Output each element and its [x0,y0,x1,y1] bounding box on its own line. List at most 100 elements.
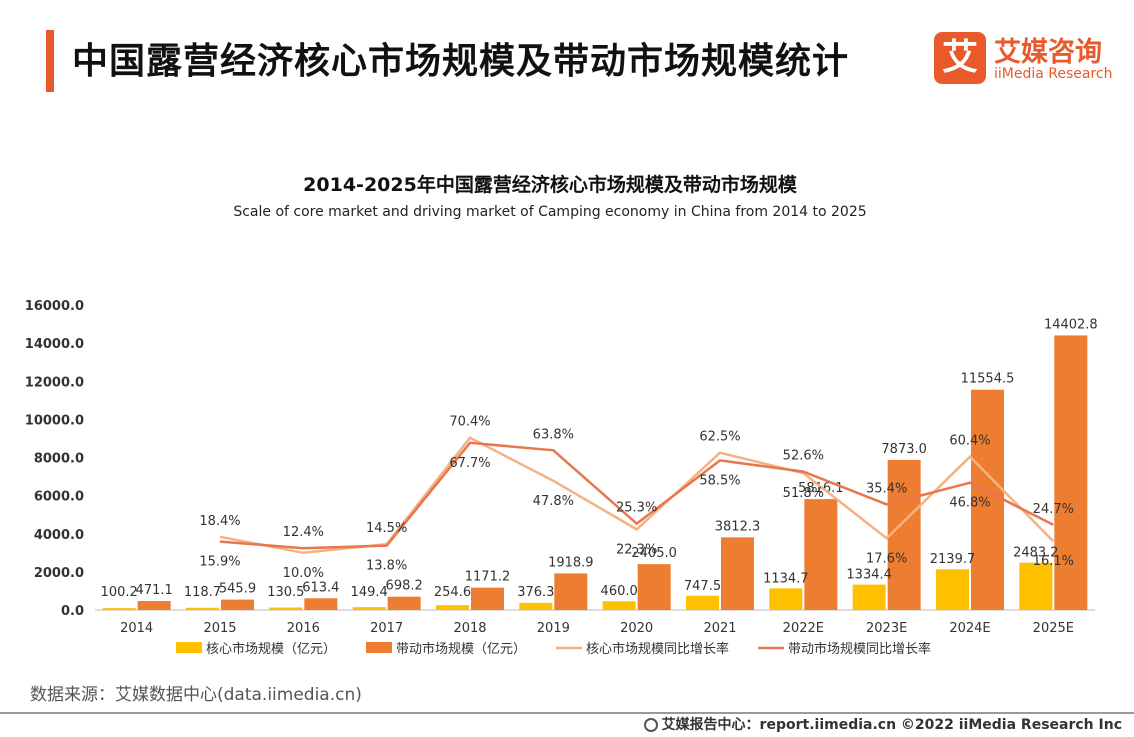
bar-driving-value-label: 11554.5 [961,372,1015,387]
bar-driving [221,599,254,610]
bar-core-value-label: 149.4 [351,585,388,600]
y-tick-label: 16000.0 [25,299,84,314]
growth-rate-label: 35.4% [866,481,907,496]
bar-core [852,584,886,610]
bar-driving-value-label: 1918.9 [548,555,594,570]
bar-driving-value-label: 613.4 [302,580,339,595]
growth-rate-label: 17.6% [866,551,907,566]
chart-subtitle: Scale of core market and driving market … [233,204,867,220]
x-tick-label: 2015 [203,621,236,636]
x-tick-label: 2016 [287,621,320,636]
growth-rate-label: 13.8% [366,559,407,574]
x-tick-label: 2020 [620,621,653,636]
bar-core-value-label: 2139.7 [930,552,976,567]
x-tick-label: 2025E [1033,621,1074,636]
bar-core-value-label: 2483.2 [1013,546,1059,561]
growth-rate-label: 18.4% [199,514,240,529]
bar-core-value-label: 747.5 [684,579,721,594]
growth-rate-label: 52.6% [783,449,824,464]
bar-driving-value-label: 2405.0 [631,546,677,561]
bar-core-value-label: 100.2 [101,585,138,600]
line-core-growth [219,436,1055,555]
y-tick-label: 14000.0 [25,337,84,352]
growth-rate-label: 63.8% [533,427,574,442]
bar-driving-value-label: 471.1 [136,583,173,598]
bar-driving [637,564,671,610]
x-tick-label: 2022E [783,621,824,636]
line-driving-growth [219,441,1054,550]
bar-driving-value-label: 545.9 [219,582,256,597]
bar-core [769,588,803,610]
y-tick-label: 4000.0 [34,528,84,543]
y-tick-label: 8000.0 [34,452,84,467]
growth-rate-label: 67.7% [449,456,490,471]
bar-driving [387,596,421,610]
bar-driving [887,459,921,610]
bar-core [269,607,303,610]
bar-driving [137,601,171,610]
growth-rate-label: 60.4% [949,434,990,449]
bar-core [936,569,969,610]
logo-chinese-name: 艾媒咨询 [994,37,1102,68]
legend-swatch-1 [366,642,392,653]
legend-swatch-0 [176,642,202,653]
data-source: 数据来源：艾媒数据中心(data.iimedia.cn) [30,685,362,705]
growth-rate-label: 51.8% [783,486,824,501]
bar-driving-value-label: 698.2 [386,579,423,594]
y-tick-label: 10000.0 [25,413,84,428]
x-tick-label: 2021 [703,621,736,636]
chart-title: 2014-2025年中国露营经济核心市场规模及带动市场规模 [303,174,797,196]
bar-driving [971,389,1004,610]
y-tick-label: 12000.0 [25,375,84,390]
globe-icon [643,718,658,732]
growth-rate-label: 24.7% [1033,502,1074,517]
bar-core-value-label: 130.5 [267,585,304,600]
footer-divider [0,712,1134,714]
x-tick-label: 2017 [370,621,403,636]
bar-driving [304,598,338,610]
growth-rate-label: 58.5% [699,473,740,488]
bar-driving [1054,335,1088,610]
bar-core [102,608,136,610]
x-tick-label: 2024E [949,621,990,636]
y-tick-label: 6000.0 [34,490,84,505]
growth-rate-label: 47.8% [533,494,574,509]
bar-core-value-label: 1334.4 [846,568,892,583]
growth-rate-label: 16.1% [1033,554,1074,569]
growth-rate-label: 10.0% [283,566,324,581]
bar-core-value-label: 254.6 [434,585,471,600]
footer-text: 艾媒报告中心：report.iimedia.cn ©2022 iiMedia R… [661,717,1122,733]
growth-rate-label: 22.3% [616,542,657,557]
bar-core [602,601,636,610]
title-accent-bar [46,30,54,92]
bar-core-value-label: 376.3 [517,585,554,600]
legend-label-0: 核心市场规模（亿元） [206,641,336,657]
bar-core [1019,562,1053,610]
bar-core [519,602,553,610]
bar-core-value-label: 1134.7 [763,571,809,586]
bar-driving [554,573,588,610]
bar-core-value-label: 460.0 [601,584,638,599]
chart-area: 0.0 2000.0 4000.0 6000.0 8000.0 10000.0 12000.… [25,299,1098,657]
growth-rate-label: 62.5% [699,430,740,445]
bar-driving [721,537,754,610]
y-tick-label: 0.0 [61,604,84,619]
bar-driving-value-label: 3812.3 [715,519,761,534]
growth-rate-label: 12.4% [283,525,324,540]
bar-driving [471,587,504,610]
bar-driving [804,499,838,610]
bar-core [686,595,719,610]
bar-driving-value-label: 7873.0 [881,442,927,457]
x-tick-label: 2019 [537,621,570,636]
logo-english-name: iiMedia Research [994,66,1113,82]
bar-driving-value-label: 1171.2 [465,570,511,585]
y-tick-label: 2000.0 [34,566,84,581]
bar-core [352,607,386,610]
bar-core-value-label: 118.7 [184,585,221,600]
bar-core [436,605,469,610]
bar-core [186,607,219,610]
growth-rate-label: 25.3% [616,501,657,516]
x-tick-label: 2023E [866,621,907,636]
legend-label-1: 带动市场规模（亿元） [396,641,526,657]
footer: 艾媒报告中心：report.iimedia.cn ©2022 iiMedia R… [643,714,1122,734]
